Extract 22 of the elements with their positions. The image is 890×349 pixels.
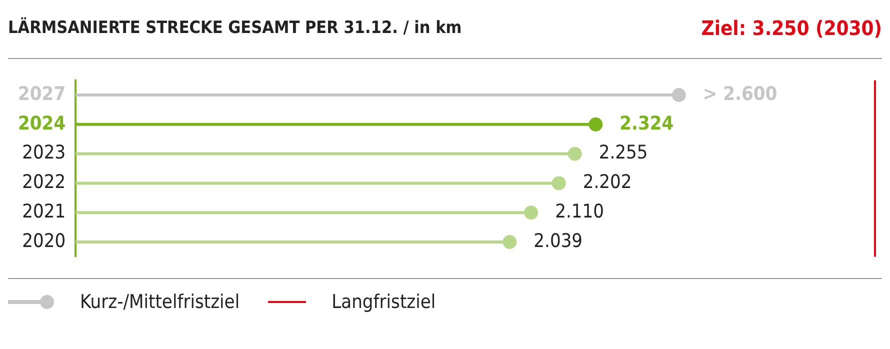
- data-label: 2.039: [534, 230, 583, 252]
- data-label: 2.202: [582, 171, 632, 194]
- point: [552, 176, 566, 190]
- point: [568, 146, 582, 161]
- text: Ziel: 3.250 (2030): [701, 16, 882, 40]
- y-tick-label: 2020: [22, 230, 66, 252]
- data-label: 2.324: [620, 112, 674, 134]
- point: [502, 235, 517, 249]
- y-tick-label: 2027: [18, 82, 66, 105]
- legend-label: Kurz-/Mittelfristziel: [80, 291, 240, 313]
- point: [524, 206, 538, 220]
- y-tick-label: 2022: [22, 171, 66, 194]
- y-tick-label: 2023: [22, 142, 66, 164]
- chart-title: LÄRMSANIERTE STRECKE GESAMT PER 31.12. / in km: [8, 18, 462, 38]
- legend-label: Langfristziel: [332, 291, 436, 313]
- data-label: > 2.600: [702, 82, 778, 105]
- data-label: 2.255: [598, 142, 648, 164]
- data-label: 2.110: [555, 200, 604, 222]
- point: [588, 117, 603, 132]
- y-tick-label: 2024: [18, 112, 66, 134]
- y-tick-label: 2021: [22, 200, 66, 222]
- point: [672, 88, 686, 102]
